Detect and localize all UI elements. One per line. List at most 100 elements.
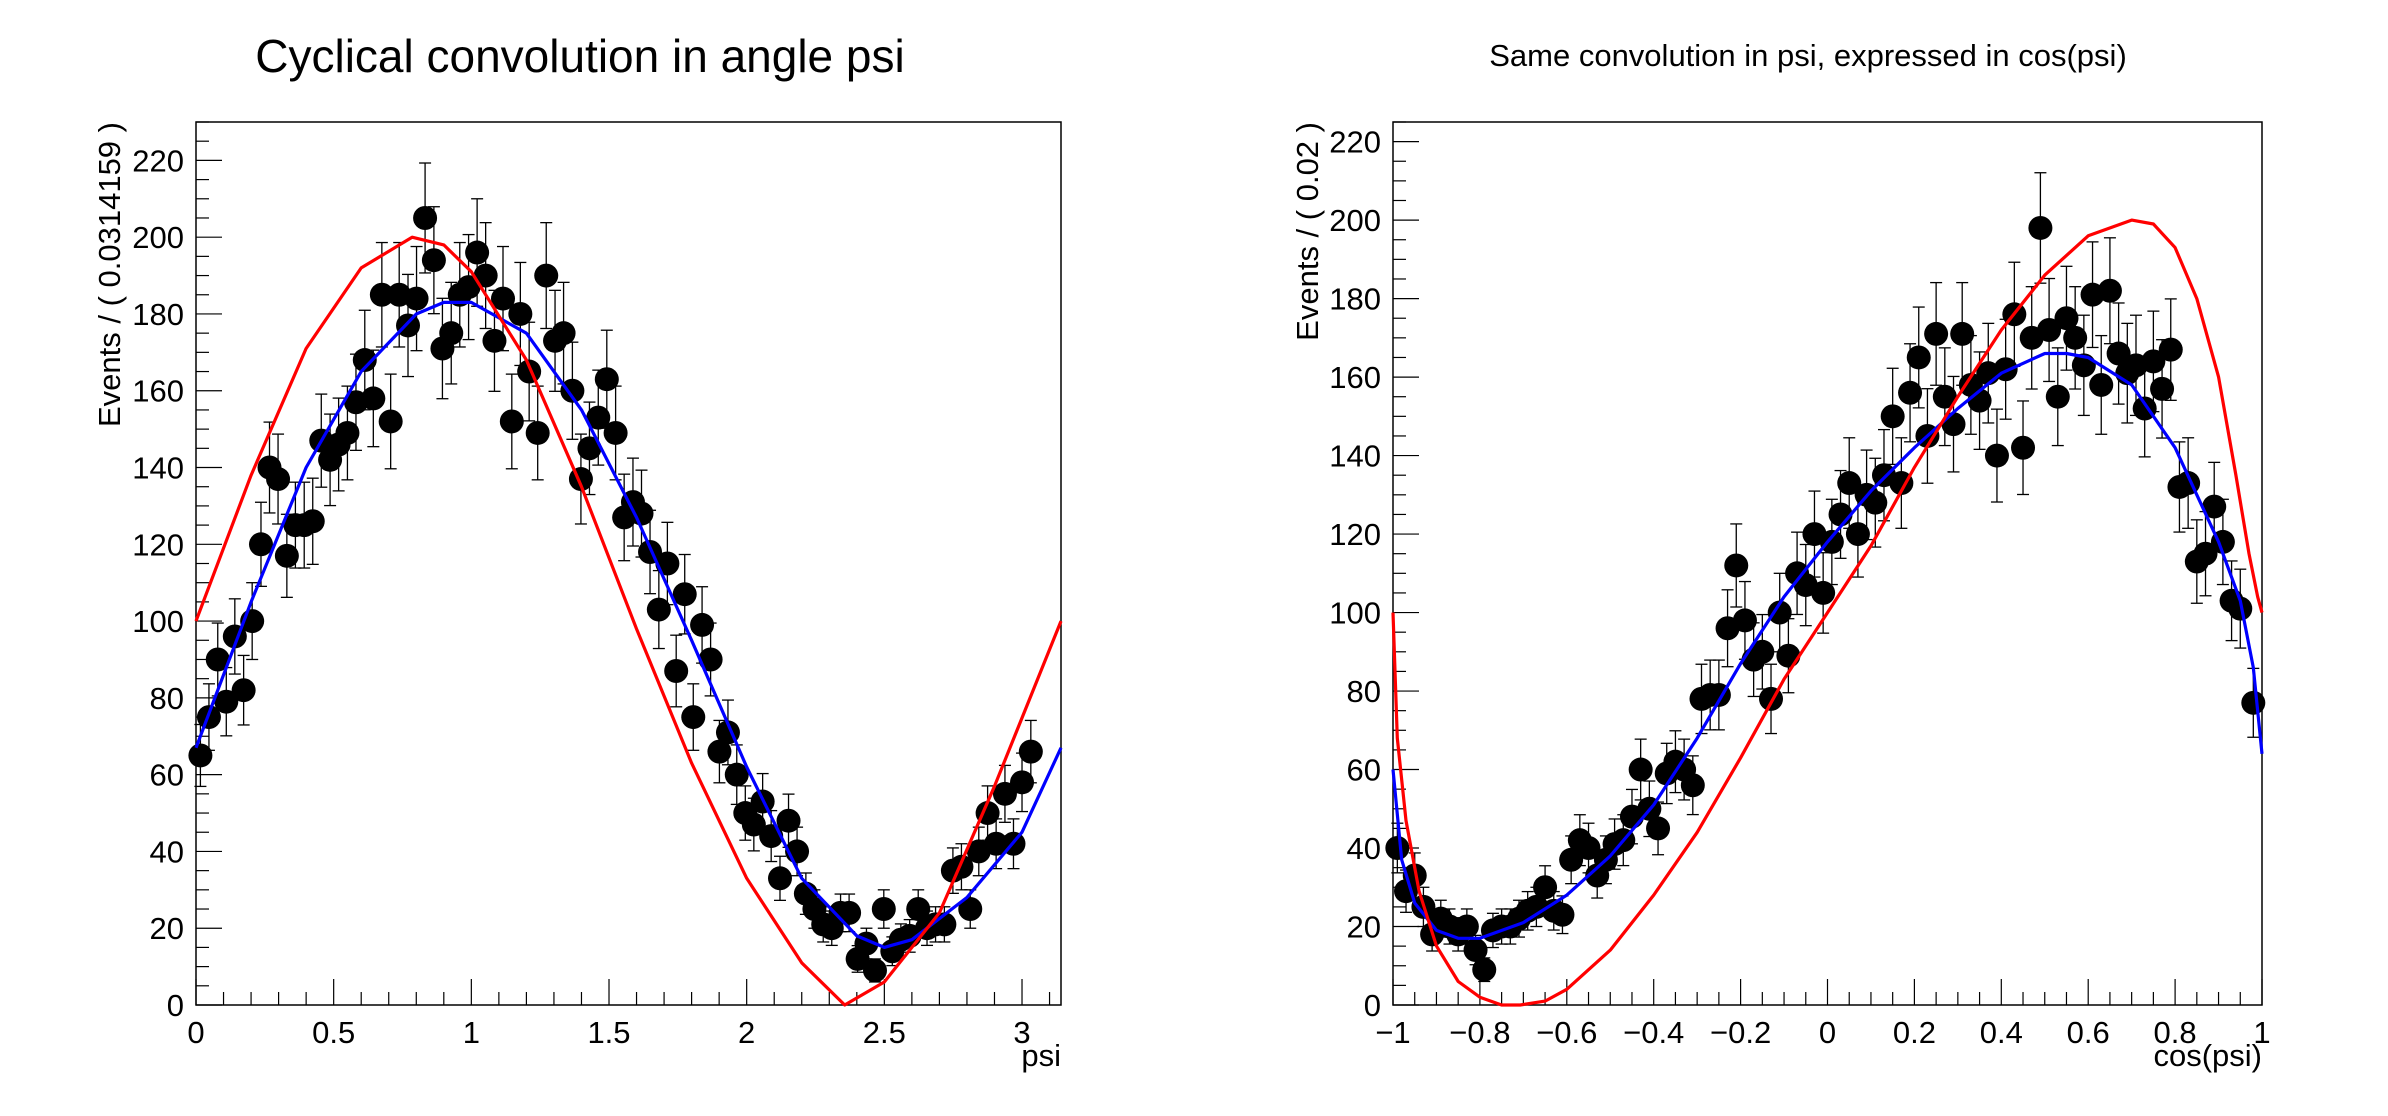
right-plot-title: Same convolution in psi, expressed in co… [1489,38,2127,73]
right-data-point [1454,914,1479,939]
left-x-tick-label: 0 [187,1015,204,1050]
left-data-point [413,205,438,230]
left-data-point [1018,739,1043,764]
right-data-point [2028,215,2053,240]
right-y-tick-label: 200 [1329,203,1381,238]
left-data-point [491,286,516,311]
left-y-tick-label: 100 [132,604,184,639]
left-data-point [361,386,386,411]
left-data-point [473,263,498,288]
right-data-point [1924,321,1949,346]
right-data-point [1750,639,1775,664]
left-data-point [248,532,273,557]
left-data-point [655,551,680,576]
left-data-point [871,897,896,922]
right-data-point [2011,435,2036,460]
left-y-tick-label: 0 [167,988,184,1023]
right-x-tick-label: −0.6 [1536,1015,1597,1050]
right-data-point [2045,384,2070,409]
right-data-point [1463,938,1488,963]
right-plot-y-label: Events / ( 0.02 ) [1290,122,1325,341]
right-data-point [1732,608,1757,633]
left-data-point [378,409,403,434]
right-fit-curve [1391,351,2264,940]
right-data-point [1385,836,1410,861]
right-data-point [1984,443,2009,468]
right-x-tick-label: 0.6 [2067,1015,2110,1050]
left-data-point [482,328,507,353]
left-data-point [664,658,689,683]
left-plot-panel: 0 20 40 60 80 100 120 140 160 180 200 220 0 0.5 1 1.5 2 2… [92,30,1063,1073]
left-x-tick-label: 1 [463,1015,480,1050]
right-x-tick-label: −0.2 [1710,1015,1771,1050]
left-y-tick-label: 200 [132,220,184,255]
left-data-point [698,647,723,672]
right-y-tick-label: 60 [1347,753,1381,788]
right-data-point [1724,553,1749,578]
right-data-point [1680,773,1705,798]
left-data-point [456,275,481,300]
right-data-point [2202,494,2227,519]
left-data-point [690,612,715,637]
right-plot-x-label: cos(psi) [2153,1038,2262,1073]
left-data-point [214,689,239,714]
left-data-point [534,263,559,288]
left-data-point [508,301,533,326]
left-data-point [525,420,550,445]
left-y-tick-label: 220 [132,143,184,178]
right-y-tick-label: 20 [1347,910,1381,945]
left-plot-y-label: Events / ( 0.0314159 ) [92,122,127,427]
left-data-point [499,409,524,434]
right-x-tick-label: −0.8 [1449,1015,1510,1050]
left-data-point [335,420,360,445]
left-data-point [672,582,697,607]
right-data-point [1837,471,1862,496]
left-y-tick-label: 80 [150,681,184,716]
left-data-point [274,543,299,568]
right-data-point [2150,376,2175,401]
right-data-point [1811,580,1836,605]
left-data-point [1010,770,1035,795]
left-data-point [465,240,490,265]
right-data-point [1550,902,1575,927]
right-x-tick-label: 1 [2253,1015,2270,1050]
left-data-point [681,705,706,730]
left-data-point [984,831,1009,856]
left-y-tick-label: 40 [150,834,184,869]
right-y-tick-label: 140 [1329,439,1381,474]
right-data-point [1646,816,1671,841]
left-data-point [741,812,766,837]
left-data-point [551,321,576,346]
right-data-point [1628,757,1653,782]
left-x-tick-label: 0.5 [312,1015,355,1050]
right-x-tick-label: 0.2 [1893,1015,1936,1050]
right-data-point [1898,380,1923,405]
left-data-point [439,321,464,346]
right-model-curve [1391,218,2264,1007]
right-data-point [2037,317,2062,342]
left-data-point [421,248,446,273]
left-data-point [862,958,887,983]
left-data-point [992,781,1017,806]
left-data-point [300,509,325,534]
left-data-point [188,743,213,768]
right-data-point [1863,490,1888,515]
left-data-point [707,739,732,764]
right-data-point [1932,384,1957,409]
right-data-point [1950,321,1975,346]
right-data-point [2241,690,2266,715]
left-data-point [767,866,792,891]
left-data-point [958,897,983,922]
right-x-tick-label: 0.8 [2154,1015,2197,1050]
right-plot-frame [1392,121,2263,1006]
right-y-tick-label: 80 [1347,674,1381,709]
right-y-tick-label: 220 [1329,125,1381,160]
right-y-tick-label: 180 [1329,282,1381,317]
left-plot-title: Cyclical convolution in angle psi [255,30,904,82]
left-x-tick-label: 2 [738,1015,755,1050]
right-x-tick-label: −0.4 [1623,1015,1684,1050]
left-data-point [724,762,749,787]
left-data-point [352,348,377,373]
right-data-point [2158,337,2183,362]
